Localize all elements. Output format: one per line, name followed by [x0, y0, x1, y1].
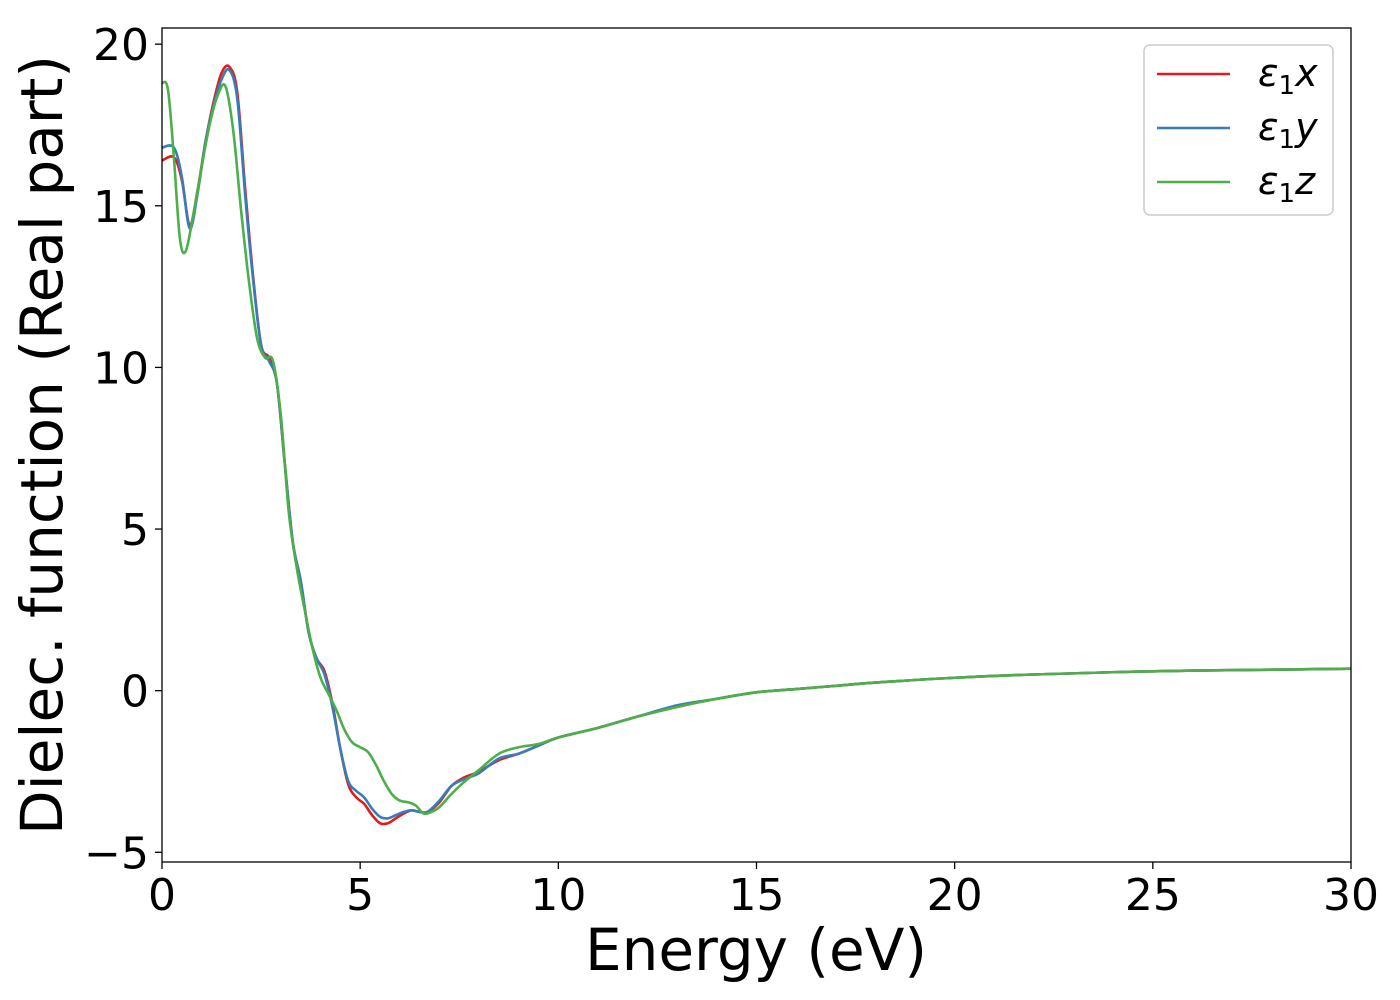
x-tick-label: 5	[346, 870, 374, 921]
legend-label-z: ε1z	[1258, 159, 1316, 209]
legend-box	[1143, 44, 1334, 216]
y-tick-label: 20	[93, 20, 149, 71]
y-tick-label: 0	[121, 667, 149, 718]
x-tick-label: 0	[148, 870, 176, 921]
y-tick-label: 5	[121, 505, 149, 556]
y-axis-title: Dielec. function (Real part)	[8, 55, 76, 835]
x-axis: 0 5 10 15 20 25 30	[148, 862, 1379, 921]
x-tick-label: 10	[530, 870, 586, 921]
y-tick-label: −5	[84, 828, 149, 879]
x-tick-label: 20	[927, 870, 983, 921]
x-tick-label: 15	[729, 870, 785, 921]
x-tick-label: 25	[1125, 870, 1181, 921]
y-axis: −5 0 5 10 15 20	[84, 20, 162, 879]
y-tick-label: 15	[93, 182, 149, 233]
legend-label-y: ε1y	[1258, 105, 1318, 155]
legend-label-x: ε1x	[1258, 51, 1318, 101]
y-tick-label: 10	[93, 343, 149, 394]
series-line-3	[162, 80, 1351, 816]
series-layer	[162, 64, 1351, 826]
x-axis-title: Energy (eV)	[585, 916, 927, 984]
x-tick-label: 30	[1323, 870, 1379, 921]
